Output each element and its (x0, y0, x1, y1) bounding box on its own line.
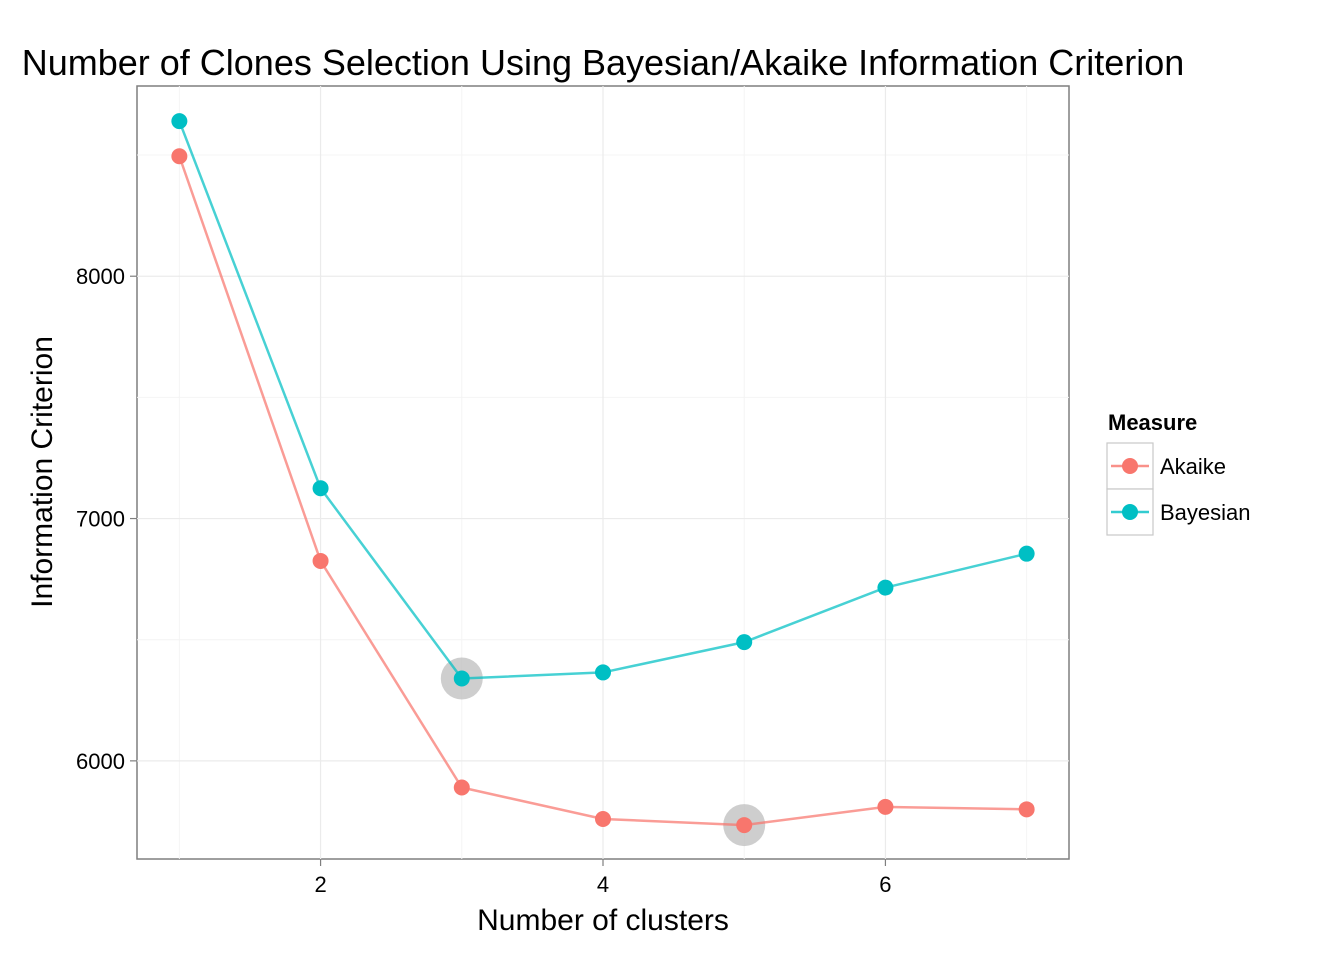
data-point-bayesian (736, 634, 753, 651)
data-point-bayesian (171, 113, 188, 130)
legend-label-bayesian: Bayesian (1160, 500, 1251, 525)
data-point-bayesian (595, 664, 611, 681)
data-point-akaike (595, 811, 611, 828)
x-axis-title: Number of clusters (477, 904, 729, 937)
data-point-akaike (1018, 801, 1035, 818)
data-point-akaike (312, 552, 329, 569)
y-tick-label: 8000 (76, 264, 125, 289)
data-point-akaike (877, 798, 894, 815)
data-point-bayesian (453, 670, 470, 687)
data-point-bayesian (312, 480, 329, 497)
y-tick-label: 7000 (76, 507, 125, 532)
x-tick-label: 6 (879, 872, 891, 897)
grid-major (137, 86, 1069, 859)
x-tick-label: 4 (597, 872, 609, 897)
legend-title: Measure (1108, 410, 1197, 435)
y-axis-ticks: 6000 7000 8000 (76, 264, 137, 774)
legend: Measure Akaike Bayesian (1106, 410, 1251, 536)
data-point-bayesian (877, 579, 894, 596)
data-point-akaike (736, 817, 753, 834)
y-axis-title: Information Criterion (26, 336, 59, 608)
series-points (171, 113, 1035, 834)
y-tick-label: 6000 (76, 749, 125, 774)
data-point-akaike (171, 148, 188, 165)
legend-items: Akaike Bayesian (1106, 442, 1251, 536)
data-point-bayesian (1018, 545, 1035, 562)
legend-label-akaike: Akaike (1160, 454, 1226, 479)
data-point-akaike (453, 779, 470, 796)
legend-point-akaike (1122, 458, 1138, 474)
x-tick-label: 2 (314, 872, 326, 897)
legend-point-bayesian (1122, 504, 1138, 520)
x-axis-ticks: 2 4 6 (314, 859, 892, 897)
chart-title: Number of Clones Selection Using Bayesia… (22, 42, 1185, 83)
